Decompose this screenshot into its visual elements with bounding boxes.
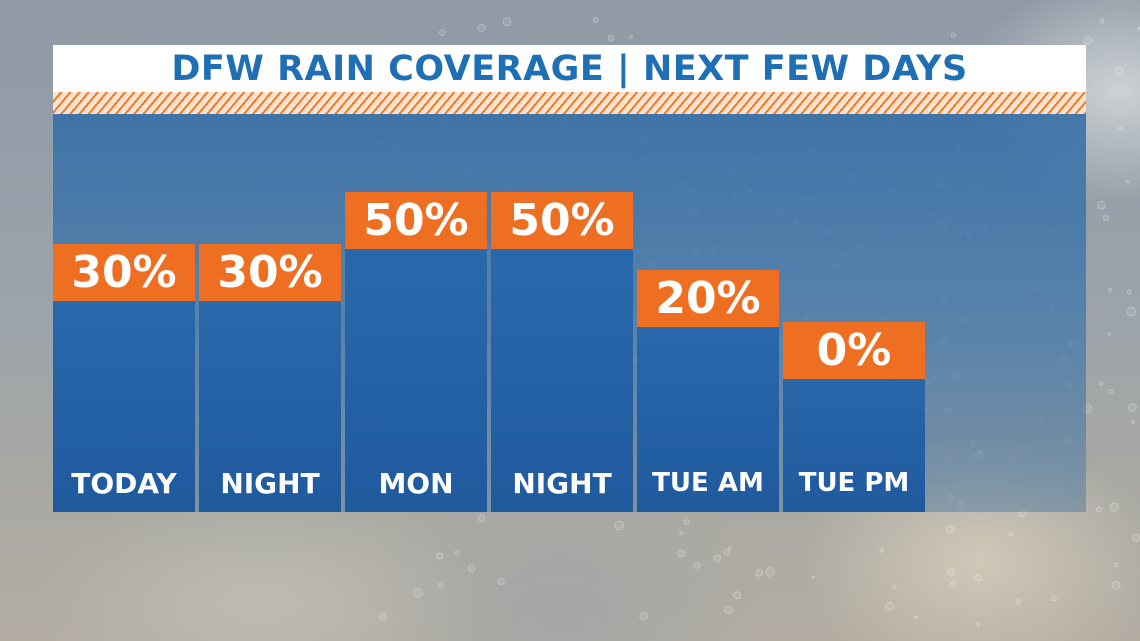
raindrop: [1109, 502, 1119, 512]
bar: 50% NIGHT: [491, 192, 633, 512]
raindrop: [1107, 287, 1113, 292]
raindrop: [723, 548, 731, 556]
raindrop: [1051, 595, 1057, 602]
raindrop: [1130, 419, 1135, 424]
raindrop: [976, 622, 981, 627]
data-label: 30%: [199, 244, 341, 301]
raindrop: [1102, 215, 1109, 222]
raindrop: [1126, 289, 1132, 295]
data-label: 50%: [345, 192, 487, 249]
raindrop: [454, 550, 460, 556]
raindrop: [1083, 36, 1093, 45]
raindrop: [379, 613, 387, 621]
raindrop: [1128, 403, 1137, 412]
raindrop: [1099, 381, 1104, 386]
raindrop: [1125, 179, 1130, 184]
title-underline-stripe: [53, 92, 1086, 114]
raindrop: [755, 569, 763, 577]
raindrop: [950, 32, 957, 38]
data-label: 50%: [491, 192, 633, 249]
raindrop: [639, 612, 648, 621]
raindrop: [947, 568, 956, 577]
bar: 30% TODAY: [53, 244, 195, 512]
raindrop: [438, 29, 446, 37]
raindrop: [477, 514, 486, 522]
bar: 0% TUE PM: [783, 322, 925, 512]
raindrop: [1113, 562, 1119, 568]
raindrop: [946, 525, 955, 534]
raindrop: [1096, 506, 1102, 513]
raindrop: [975, 574, 982, 582]
raindrop: [679, 531, 684, 535]
raindrop: [1114, 66, 1124, 75]
bar: 50% MON: [345, 192, 487, 512]
raindrop: [1126, 306, 1137, 317]
raindrop: [1099, 18, 1105, 24]
raindrop: [713, 554, 722, 563]
raindrop: [724, 605, 733, 615]
raindrop: [467, 564, 476, 573]
raindrop: [614, 520, 624, 531]
raindrop: [413, 588, 423, 598]
chart-title: DFW RAIN COVERAGE | NEXT FEW DAYS: [171, 48, 968, 89]
raindrop: [885, 601, 894, 611]
data-label: 20%: [637, 270, 779, 327]
raindrop: [592, 16, 599, 23]
raindrop: [497, 577, 505, 586]
bar-chart: 30% TODAY 30% NIGHT 50% MON 50% NIGHT 20% TUE AM 0…: [53, 114, 1086, 512]
bar: 20% TUE AM: [637, 270, 779, 512]
raindrop: [1132, 533, 1140, 542]
raindrop: [677, 549, 686, 558]
data-label: 30%: [53, 244, 195, 301]
bar: 30% NIGHT: [199, 244, 341, 512]
raindrop: [438, 582, 443, 588]
raindrop: [879, 548, 885, 553]
raindrop: [693, 562, 701, 569]
raindrop: [1108, 388, 1114, 395]
raindrop: [1015, 599, 1022, 605]
raindrop: [1111, 581, 1121, 590]
category-label: TUE AM: [652, 468, 764, 498]
raindrop: [477, 23, 486, 32]
raindrop: [811, 575, 815, 579]
raindrop: [892, 584, 897, 590]
title-banner: DFW RAIN COVERAGE | NEXT FEW DAYS: [53, 45, 1086, 92]
raindrop: [1009, 532, 1014, 537]
raindrop: [949, 581, 956, 588]
raindrop: [765, 567, 775, 577]
raindrop: [728, 546, 732, 550]
raindrop: [1107, 332, 1111, 336]
raindrop: [502, 17, 512, 27]
category-label: TODAY: [71, 466, 177, 500]
raindrop: [436, 552, 444, 560]
raindrop: [1118, 126, 1123, 131]
raindrop: [1097, 200, 1106, 210]
category-label: MON: [378, 466, 454, 500]
data-label: 0%: [783, 322, 925, 379]
category-label: NIGHT: [220, 466, 320, 500]
category-label: NIGHT: [512, 466, 612, 500]
raindrop: [629, 34, 633, 39]
raindrop: [914, 615, 918, 619]
raindrop: [683, 519, 690, 526]
raindrop: [607, 34, 615, 42]
category-label: TUE PM: [798, 468, 910, 498]
raindrop: [733, 591, 741, 600]
